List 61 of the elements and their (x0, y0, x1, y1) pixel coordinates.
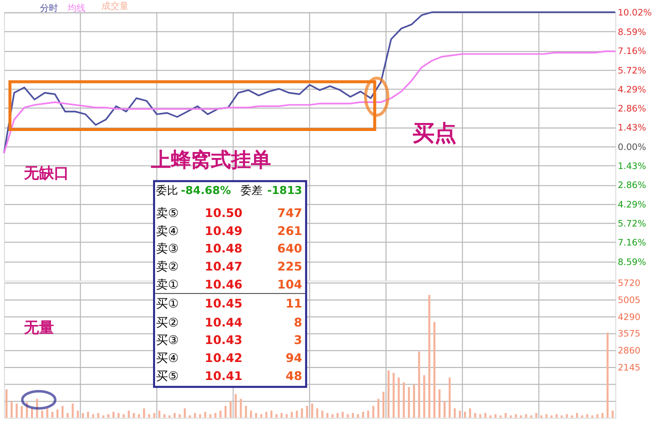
annotation: 委差 (240, 184, 263, 198)
annotation: -1813 (267, 184, 302, 198)
y-tick-label: 3575 (618, 330, 640, 340)
text: 分时 (40, 3, 58, 14)
y-tick-label: 8.59% (618, 258, 646, 268)
annotation: 买点 (412, 121, 456, 146)
annotation: 买① (156, 296, 179, 310)
y-tick-label: 2860 (618, 346, 641, 357)
annotation: 10.48 (204, 242, 242, 256)
annotation: 卖③ (156, 242, 179, 256)
annotation: 104 (277, 278, 302, 292)
annotation: 8 (294, 315, 302, 330)
y-tick-label: 4290 (618, 312, 641, 323)
text: 成交量 (101, 1, 128, 12)
annotation: 10.45 (204, 296, 242, 310)
annotation: 10.41 (204, 368, 242, 383)
annotation: 10.50 (204, 206, 242, 220)
annotation: 11 (286, 296, 302, 310)
y-tick-label: 7.16% (618, 238, 646, 249)
annotation: 94 (286, 351, 302, 366)
y-tick-label: 0.00% (618, 142, 646, 153)
annotation: 3 (294, 333, 302, 348)
annotation: 10.42 (204, 351, 242, 366)
y-tick-label: 5720 (618, 279, 641, 290)
annotation: 买② (156, 315, 179, 330)
y-tick-label: 2.86% (618, 181, 646, 192)
annotation: 买⑤ (156, 368, 179, 383)
annotation: 上蜂窝式挂单 (150, 148, 272, 172)
y-tick-label: 2145 (618, 364, 640, 374)
y-tick-label: 5.72% (618, 219, 646, 230)
y-tick-label: 5.72% (618, 66, 646, 76)
y-tick-label: 7.16% (618, 46, 646, 57)
annotation: -84.68% (180, 184, 231, 198)
y-tick-label: 8.59% (618, 28, 646, 38)
annotation: 卖① (156, 278, 179, 292)
y-tick-label: 4.29% (618, 85, 646, 96)
annotation: 卖⑤ (156, 206, 179, 220)
annotation: 买③ (156, 333, 179, 348)
annotation: 无缺口 (22, 164, 69, 182)
annotation: 225 (277, 260, 302, 274)
y-tick-label: 10.02% (618, 8, 652, 19)
annotation: 10.46 (204, 278, 242, 292)
y-tick-label: 1.43% (618, 162, 646, 172)
text: 均线 (66, 3, 86, 14)
annotation: 10.43 (204, 333, 242, 348)
annotation: 买④ (156, 351, 179, 366)
annotation: 640 (277, 242, 302, 256)
annotation: 无量 (22, 318, 54, 336)
y-tick-label: 2.86% (618, 104, 646, 115)
annotation: 卖④ (156, 224, 179, 238)
y-tick-label: 4.29% (618, 200, 646, 210)
annotation: 747 (277, 206, 302, 220)
annotation: 10.47 (204, 260, 242, 274)
y-tick-label: 5005 (618, 296, 640, 306)
annotation: 10.44 (204, 315, 242, 330)
y-tick-label: 1.43% (618, 124, 646, 134)
annotation: 261 (277, 224, 302, 238)
annotation: 10.49 (204, 224, 242, 238)
annotation: 委比 (156, 184, 178, 198)
annotation: 卖② (156, 260, 179, 274)
annotation: 48 (286, 368, 302, 383)
